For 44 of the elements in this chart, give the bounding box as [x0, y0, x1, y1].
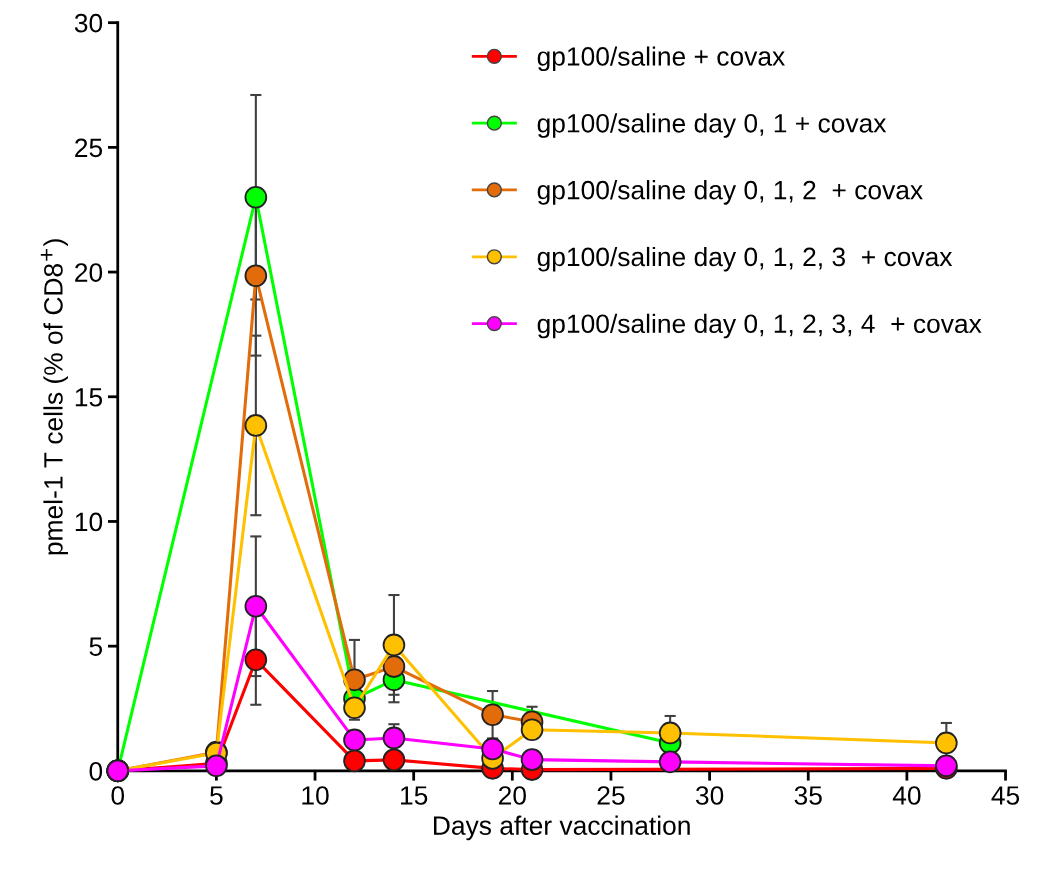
point — [343, 728, 366, 752]
x-tick-label: 10 — [302, 786, 329, 805]
point — [658, 721, 682, 745]
point — [244, 594, 268, 618]
x-tick-label: 25 — [597, 786, 625, 805]
legend-label: gp100/saline day 0, 1, 2 + covax — [537, 180, 923, 205]
point — [520, 718, 544, 742]
legend-label: gp100/saline day 0, 1, 2, 3, 4 + covax — [537, 313, 982, 339]
point — [382, 655, 406, 678]
point — [244, 185, 268, 209]
point — [343, 749, 366, 773]
legend-label: gp100/saline + covax — [537, 46, 785, 72]
x-tick-label: 20 — [498, 786, 526, 805]
point — [244, 264, 268, 288]
x-tick-label: 40 — [892, 786, 921, 805]
point — [244, 648, 268, 672]
y-axis-title: pmel-1 T cells (% of CD8$^{+}$) — [40, 239, 68, 555]
point — [481, 737, 504, 761]
y-tick-label: 5 — [89, 637, 103, 656]
point — [520, 748, 544, 771]
point — [343, 696, 366, 720]
y-tick-label: 0 — [89, 761, 103, 781]
x-tick-label: 45 — [991, 786, 1020, 805]
x-tick-label: 0 — [111, 786, 125, 805]
x-tick-label: 35 — [794, 786, 822, 805]
x-tick-label: 30 — [695, 786, 724, 805]
legend-label: gp100/saline day 0, 1 + covax — [537, 113, 887, 138]
x-axis-title: Days after vaccination — [434, 815, 690, 841]
legend-label: gp100/saline day 0, 1, 2, 3 + covax — [537, 246, 953, 272]
y-tick-label: 20 — [75, 263, 103, 282]
point — [382, 726, 406, 750]
y-tick-label: 30 — [74, 13, 103, 33]
y-tick-label: 10 — [75, 512, 103, 532]
point — [481, 703, 504, 727]
x-tick-label: 5 — [210, 786, 223, 805]
x-tick-label: 15 — [401, 786, 428, 805]
point — [343, 668, 366, 692]
point — [382, 633, 406, 657]
y-tick-label: 25 — [75, 138, 103, 158]
y-tick-label: 15 — [75, 388, 103, 407]
point — [935, 731, 958, 755]
point — [244, 414, 268, 437]
point — [658, 750, 682, 774]
point — [382, 748, 406, 772]
